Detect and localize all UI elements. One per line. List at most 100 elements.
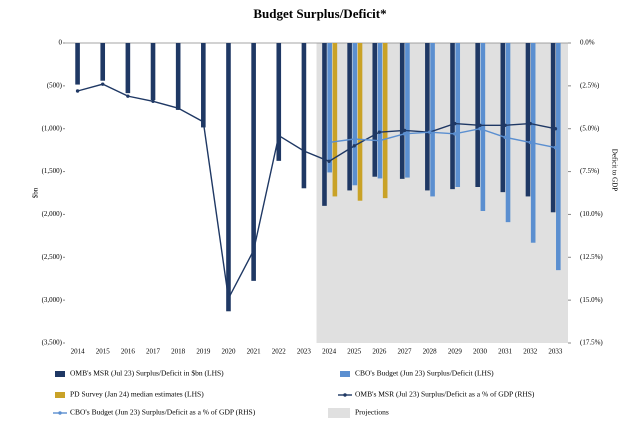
legend-swatch bbox=[55, 371, 65, 377]
bar bbox=[505, 43, 511, 223]
bar bbox=[425, 43, 430, 191]
chart-title: Budget Surplus/Deficit* bbox=[253, 6, 386, 21]
line-marker bbox=[553, 127, 558, 131]
x-tick-label: 2021 bbox=[247, 348, 262, 356]
legend-label: OMB's MSR (Jul 23) Surplus/Deficit in $b… bbox=[70, 369, 224, 378]
line-marker bbox=[251, 248, 256, 253]
x-tick-label: 2027 bbox=[398, 348, 413, 356]
x-tick-label: 2022 bbox=[272, 348, 287, 356]
x-tick-label: 2023 bbox=[297, 348, 312, 356]
bar bbox=[251, 43, 256, 281]
y2-tick-label: (2.5%) bbox=[580, 81, 600, 89]
legend-swatch bbox=[340, 371, 350, 377]
bar bbox=[475, 43, 480, 187]
x-tick-label: 2032 bbox=[523, 348, 538, 356]
bar bbox=[450, 43, 455, 190]
y-tick-label: (1,000) bbox=[42, 124, 63, 132]
bar bbox=[125, 43, 131, 94]
legend-swatch bbox=[58, 411, 62, 415]
bar bbox=[352, 43, 358, 186]
x-tick-label: 2014 bbox=[71, 348, 86, 356]
line bbox=[328, 127, 556, 149]
line-marker bbox=[453, 121, 457, 126]
x-tick-label: 2024 bbox=[322, 348, 337, 356]
line-marker bbox=[327, 159, 331, 163]
bar bbox=[372, 43, 378, 177]
line-marker bbox=[226, 296, 231, 301]
bar bbox=[500, 43, 506, 193]
y-tick-label: (3,000) bbox=[42, 296, 63, 304]
bar bbox=[276, 43, 282, 161]
line-marker bbox=[101, 82, 105, 86]
line-marker bbox=[327, 140, 331, 145]
x-tick-label: 2031 bbox=[498, 348, 513, 356]
bar bbox=[382, 43, 388, 199]
y-tick-label: (2,000) bbox=[42, 210, 63, 218]
bar bbox=[377, 43, 383, 179]
bar bbox=[100, 43, 106, 81]
y2-axis-label: Deficit to GDP bbox=[610, 149, 618, 191]
line-marker bbox=[277, 133, 281, 138]
line-marker bbox=[377, 130, 382, 134]
y2-tick-label: (15.0%) bbox=[580, 296, 603, 304]
y-tick-label: (2,500) bbox=[42, 253, 63, 261]
line-marker bbox=[503, 135, 507, 139]
line-marker bbox=[352, 137, 356, 141]
legend-label: Projections bbox=[355, 408, 389, 417]
x-tick-label: 2020 bbox=[221, 348, 236, 356]
bar bbox=[301, 43, 307, 189]
x-tick-label: 2028 bbox=[423, 348, 438, 356]
bar bbox=[347, 43, 352, 191]
line-marker bbox=[151, 99, 155, 103]
line-marker bbox=[528, 140, 532, 145]
line-marker bbox=[201, 120, 206, 124]
line-marker bbox=[302, 149, 306, 153]
legend-swatch bbox=[55, 392, 65, 398]
bar bbox=[75, 43, 80, 85]
bar bbox=[399, 43, 405, 179]
line-marker bbox=[478, 127, 482, 131]
line-marker bbox=[352, 144, 356, 148]
legend-swatch bbox=[343, 393, 347, 397]
bar bbox=[322, 43, 327, 206]
y-axis-label: $bn bbox=[32, 187, 40, 198]
bar bbox=[525, 43, 531, 197]
line-marker bbox=[553, 145, 558, 150]
line-marker bbox=[503, 123, 507, 127]
line-marker bbox=[528, 121, 532, 126]
line-marker bbox=[377, 139, 382, 143]
line-marker bbox=[75, 89, 80, 93]
x-tick-label: 2018 bbox=[171, 348, 186, 356]
x-tick-label: 2016 bbox=[121, 348, 136, 356]
y2-tick-label: (10.0%) bbox=[580, 210, 603, 218]
y2-tick-label: (7.5%) bbox=[580, 167, 600, 175]
bar bbox=[150, 43, 156, 100]
bar bbox=[405, 43, 410, 178]
bar bbox=[327, 43, 332, 173]
bar bbox=[175, 43, 181, 110]
legend-label: OMB's MSR (Jul 23) Surplus/Deficit as a … bbox=[355, 390, 535, 399]
line-marker bbox=[478, 123, 482, 127]
legend-label: CBO's Budget (Jun 23) Surplus/Deficit as… bbox=[70, 408, 256, 417]
x-tick-label: 2019 bbox=[196, 348, 211, 356]
bar bbox=[556, 43, 561, 271]
line-marker bbox=[402, 132, 407, 136]
x-tick-label: 2030 bbox=[473, 348, 488, 356]
legend-swatch bbox=[328, 408, 350, 418]
y2-tick-label: (5.0%) bbox=[580, 124, 600, 132]
x-tick-label: 2017 bbox=[146, 348, 161, 356]
line-marker bbox=[402, 128, 407, 133]
line-marker bbox=[126, 94, 130, 98]
x-tick-label: 2029 bbox=[448, 348, 463, 356]
legend-label: PD Survey (Jan 24) median estimates (LHS… bbox=[70, 390, 204, 399]
bar bbox=[201, 43, 206, 128]
y-tick-label: (500) bbox=[47, 81, 63, 89]
bar bbox=[455, 43, 461, 187]
line bbox=[77, 83, 556, 301]
bar bbox=[226, 43, 231, 312]
legend-label: CBO's Budget (Jun 23) Surplus/Deficit (L… bbox=[355, 369, 494, 378]
y2-tick-label: (12.5%) bbox=[580, 253, 603, 261]
bar bbox=[480, 43, 486, 211]
